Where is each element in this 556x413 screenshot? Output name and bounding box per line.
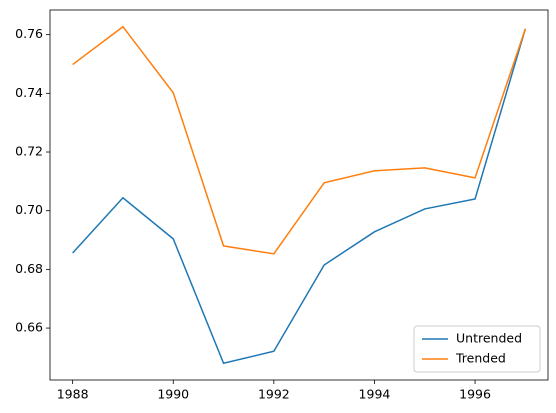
line bbox=[72, 28, 527, 365]
y-tick-label: 0.68 bbox=[15, 261, 43, 276]
y-tick-label: 0.70 bbox=[15, 202, 43, 217]
x-tick-label: 1996 bbox=[459, 387, 491, 402]
y-tick-label: 0.72 bbox=[15, 144, 43, 159]
legend-label: Untrended bbox=[456, 331, 522, 346]
plot-frame bbox=[49, 9, 549, 381]
x-tick-label: 1988 bbox=[57, 387, 89, 402]
legend-box bbox=[413, 325, 541, 373]
x-tick-label: 1990 bbox=[157, 387, 189, 402]
x-tick-label: 1994 bbox=[359, 387, 391, 402]
y-tick-label: 0.66 bbox=[15, 320, 43, 335]
y-tick-label: 0.74 bbox=[15, 85, 43, 100]
line bbox=[72, 25, 527, 255]
x-tick-label: 1992 bbox=[258, 387, 290, 402]
y-tick-label: 0.76 bbox=[15, 26, 43, 41]
legend-label: Trended bbox=[455, 351, 506, 366]
